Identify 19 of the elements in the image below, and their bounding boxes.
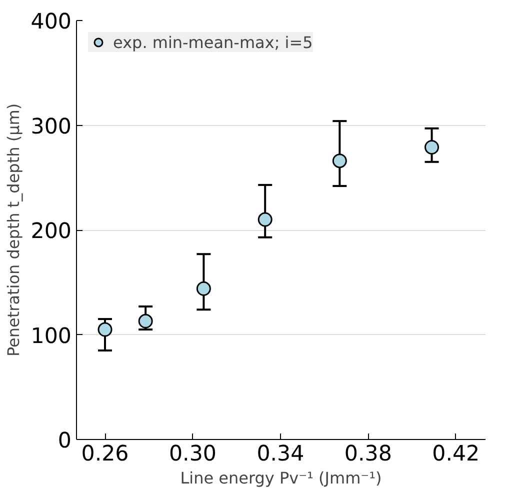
x-tick-label: 0.34 xyxy=(256,442,304,466)
y-tick-label: 400 xyxy=(30,10,72,34)
y-tick-label: 300 xyxy=(30,114,72,140)
y-tick-label: 200 xyxy=(30,219,72,244)
x-tick-label: 0.38 xyxy=(344,442,392,466)
y-tick-label: 100 xyxy=(30,324,72,349)
point xyxy=(424,140,440,154)
point xyxy=(258,212,272,227)
legend-label: exp. min-mean-max; i=5 xyxy=(113,32,313,52)
y-axis-title: Penetration depth t_depth (μm) xyxy=(4,103,23,357)
point xyxy=(332,154,347,168)
point xyxy=(98,322,112,337)
x-tick-label: 0.26 xyxy=(81,442,129,466)
x-tick-label: 0.30 xyxy=(168,442,216,466)
point xyxy=(138,314,153,328)
x-axis-title: Line energy Pv⁻¹ (Jmm⁻¹) xyxy=(180,468,382,488)
point xyxy=(196,281,211,296)
x-tick-label: 0.42 xyxy=(432,442,480,466)
y-tick-label: 0 xyxy=(58,428,72,454)
